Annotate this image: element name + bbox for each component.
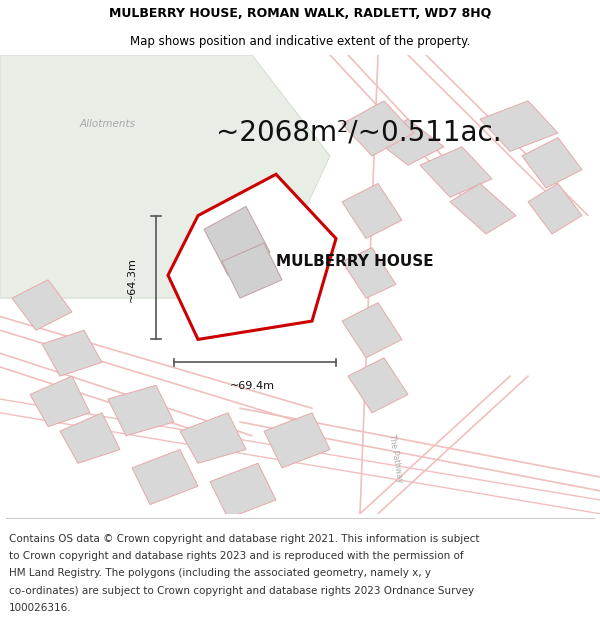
Polygon shape: [342, 184, 402, 239]
Polygon shape: [342, 101, 414, 156]
Text: Allotments: Allotments: [80, 119, 136, 129]
Polygon shape: [180, 413, 246, 463]
Polygon shape: [264, 413, 330, 468]
Polygon shape: [168, 174, 336, 339]
Polygon shape: [450, 184, 516, 234]
Polygon shape: [0, 55, 330, 298]
Polygon shape: [348, 357, 408, 413]
Text: 100026316.: 100026316.: [9, 602, 71, 612]
Polygon shape: [528, 184, 582, 234]
Text: MULBERRY HOUSE, ROMAN WALK, RADLETT, WD7 8HQ: MULBERRY HOUSE, ROMAN WALK, RADLETT, WD7…: [109, 8, 491, 20]
Polygon shape: [342, 302, 402, 358]
Polygon shape: [204, 206, 270, 275]
Text: ~64.3m: ~64.3m: [127, 258, 137, 302]
Polygon shape: [522, 138, 582, 188]
Text: co-ordinates) are subject to Crown copyright and database rights 2023 Ordnance S: co-ordinates) are subject to Crown copyr…: [9, 586, 474, 596]
Polygon shape: [30, 376, 90, 427]
Polygon shape: [12, 280, 72, 330]
Polygon shape: [210, 463, 276, 518]
Text: HM Land Registry. The polygons (including the associated geometry, namely x, y: HM Land Registry. The polygons (includin…: [9, 568, 431, 578]
Polygon shape: [60, 413, 120, 463]
Polygon shape: [132, 449, 198, 504]
Polygon shape: [222, 243, 282, 298]
Polygon shape: [420, 147, 492, 198]
Polygon shape: [42, 330, 102, 376]
Polygon shape: [372, 119, 444, 165]
Text: Map shows position and indicative extent of the property.: Map shows position and indicative extent…: [130, 35, 470, 48]
Text: ~69.4m: ~69.4m: [229, 381, 275, 391]
Polygon shape: [480, 101, 558, 151]
Text: The Pathway: The Pathway: [388, 434, 404, 484]
Text: ~2068m²/~0.511ac.: ~2068m²/~0.511ac.: [216, 119, 502, 147]
Polygon shape: [108, 385, 174, 436]
Text: Contains OS data © Crown copyright and database right 2021. This information is : Contains OS data © Crown copyright and d…: [9, 534, 479, 544]
Polygon shape: [342, 248, 396, 298]
Text: MULBERRY HOUSE: MULBERRY HOUSE: [276, 254, 434, 269]
Text: to Crown copyright and database rights 2023 and is reproduced with the permissio: to Crown copyright and database rights 2…: [9, 551, 464, 561]
